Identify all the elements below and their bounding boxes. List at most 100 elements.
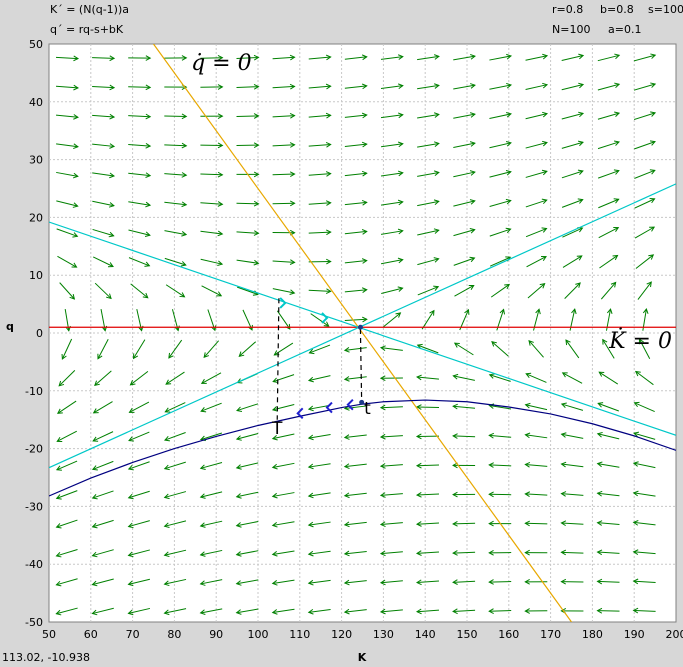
direction-arrow — [308, 404, 331, 410]
direction-arrow — [344, 85, 367, 89]
direction-arrowhead — [325, 288, 332, 294]
direction-arrowhead — [397, 286, 404, 292]
equilibrium-point — [357, 324, 363, 330]
direction-arrow — [164, 549, 187, 556]
direction-arrowhead — [163, 609, 170, 616]
direction-arrowhead — [541, 140, 548, 147]
direction-arrow — [128, 520, 150, 528]
direction-arrowhead — [217, 171, 224, 178]
direction-arrow — [201, 285, 222, 297]
direction-arrow — [633, 609, 656, 612]
direction-arrow — [344, 230, 367, 235]
direction-arrow — [381, 287, 403, 294]
direction-arrowhead — [253, 54, 260, 61]
direction-arrow — [236, 491, 259, 498]
direction-arrowhead — [634, 370, 641, 377]
direction-arrowhead — [560, 491, 567, 497]
direction-arrowhead — [613, 169, 620, 175]
direction-arrowhead — [289, 54, 296, 61]
direction-arrowhead — [542, 82, 549, 89]
direction-arrowhead — [163, 436, 170, 442]
direction-arrow — [380, 464, 403, 467]
direction-arrow — [236, 520, 259, 527]
direction-arrow — [344, 289, 367, 293]
x-tick-label: 70 — [126, 628, 140, 641]
direction-arrow — [453, 551, 476, 554]
direction-arrowhead — [361, 199, 368, 206]
direction-arrow — [272, 85, 295, 89]
direction-arrow — [56, 228, 78, 237]
direction-arrow — [92, 57, 115, 59]
trajectory-arrow — [346, 398, 354, 411]
direction-arrow — [56, 578, 78, 586]
direction-arrowhead — [216, 291, 223, 297]
direction-arrow — [489, 434, 512, 438]
direction-arrow — [639, 339, 651, 359]
direction-arrow — [634, 141, 656, 150]
direction-arrow — [633, 580, 656, 583]
direction-arrow — [203, 340, 220, 358]
direction-arrowhead — [433, 199, 440, 205]
direction-arrow — [128, 607, 151, 614]
direction-arrow — [165, 284, 185, 298]
direction-arrowhead — [632, 490, 639, 497]
direction-arrowhead — [181, 201, 188, 208]
direction-arrow — [309, 344, 331, 354]
direction-arrow — [344, 172, 367, 177]
direction-arrowhead — [506, 53, 513, 60]
direction-arrow — [168, 339, 183, 359]
direction-arrow — [92, 172, 115, 177]
direction-arrowhead — [610, 281, 617, 288]
direction-arrowhead — [127, 493, 134, 500]
direction-arrow — [489, 256, 511, 267]
direction-arrowhead — [469, 256, 476, 263]
direction-arrowhead — [379, 550, 386, 557]
direction-arrowhead — [524, 491, 531, 497]
direction-arrow — [490, 284, 510, 298]
direction-arrow — [489, 171, 511, 178]
x-tick-label: 160 — [498, 628, 519, 641]
direction-arrow — [633, 83, 656, 91]
direction-arrow — [561, 522, 584, 525]
direction-arrowhead — [379, 433, 386, 440]
direction-arrowhead — [488, 579, 494, 585]
direction-arrow — [272, 56, 295, 60]
direction-arrowhead — [415, 550, 422, 556]
direction-arrow — [380, 435, 403, 438]
direction-arrow — [417, 113, 439, 119]
direction-arrowhead — [55, 609, 62, 616]
direction-arrow — [201, 372, 222, 384]
direction-arrowhead — [55, 580, 62, 587]
direction-arrowhead — [325, 229, 332, 236]
direction-arrow — [238, 341, 257, 357]
direction-arrow — [236, 286, 259, 295]
direction-arrow — [272, 521, 295, 526]
direction-arrow — [598, 227, 619, 239]
direction-arrow — [308, 375, 331, 382]
x-tick-label: 130 — [373, 628, 394, 641]
direction-arrowhead — [433, 285, 440, 291]
direction-arrow — [344, 405, 367, 409]
direction-arrowhead — [577, 198, 584, 204]
direction-arrowhead — [379, 521, 386, 528]
direction-arrowhead — [199, 609, 206, 615]
direction-arrow — [55, 56, 79, 60]
direction-arrow — [128, 578, 151, 585]
direction-arrowhead — [379, 608, 386, 615]
direction-arrowhead — [415, 404, 422, 410]
direction-arrow — [272, 115, 295, 118]
direction-arrowhead — [646, 281, 652, 288]
direction-arrowhead — [596, 549, 603, 556]
direction-arrowhead — [127, 609, 134, 616]
chart-marks: Tt q̇ = 0 K̇ = 0 — [191, 51, 672, 439]
direction-arrowhead — [73, 114, 79, 120]
direction-arrow — [416, 464, 440, 467]
direction-arrowhead — [325, 200, 332, 206]
direction-arrowhead — [132, 353, 139, 360]
direction-arrow — [344, 318, 367, 322]
direction-arrowhead — [144, 261, 151, 267]
direction-arrow — [308, 550, 331, 555]
direction-arrowhead — [323, 321, 330, 327]
direction-arrowhead — [109, 172, 116, 179]
